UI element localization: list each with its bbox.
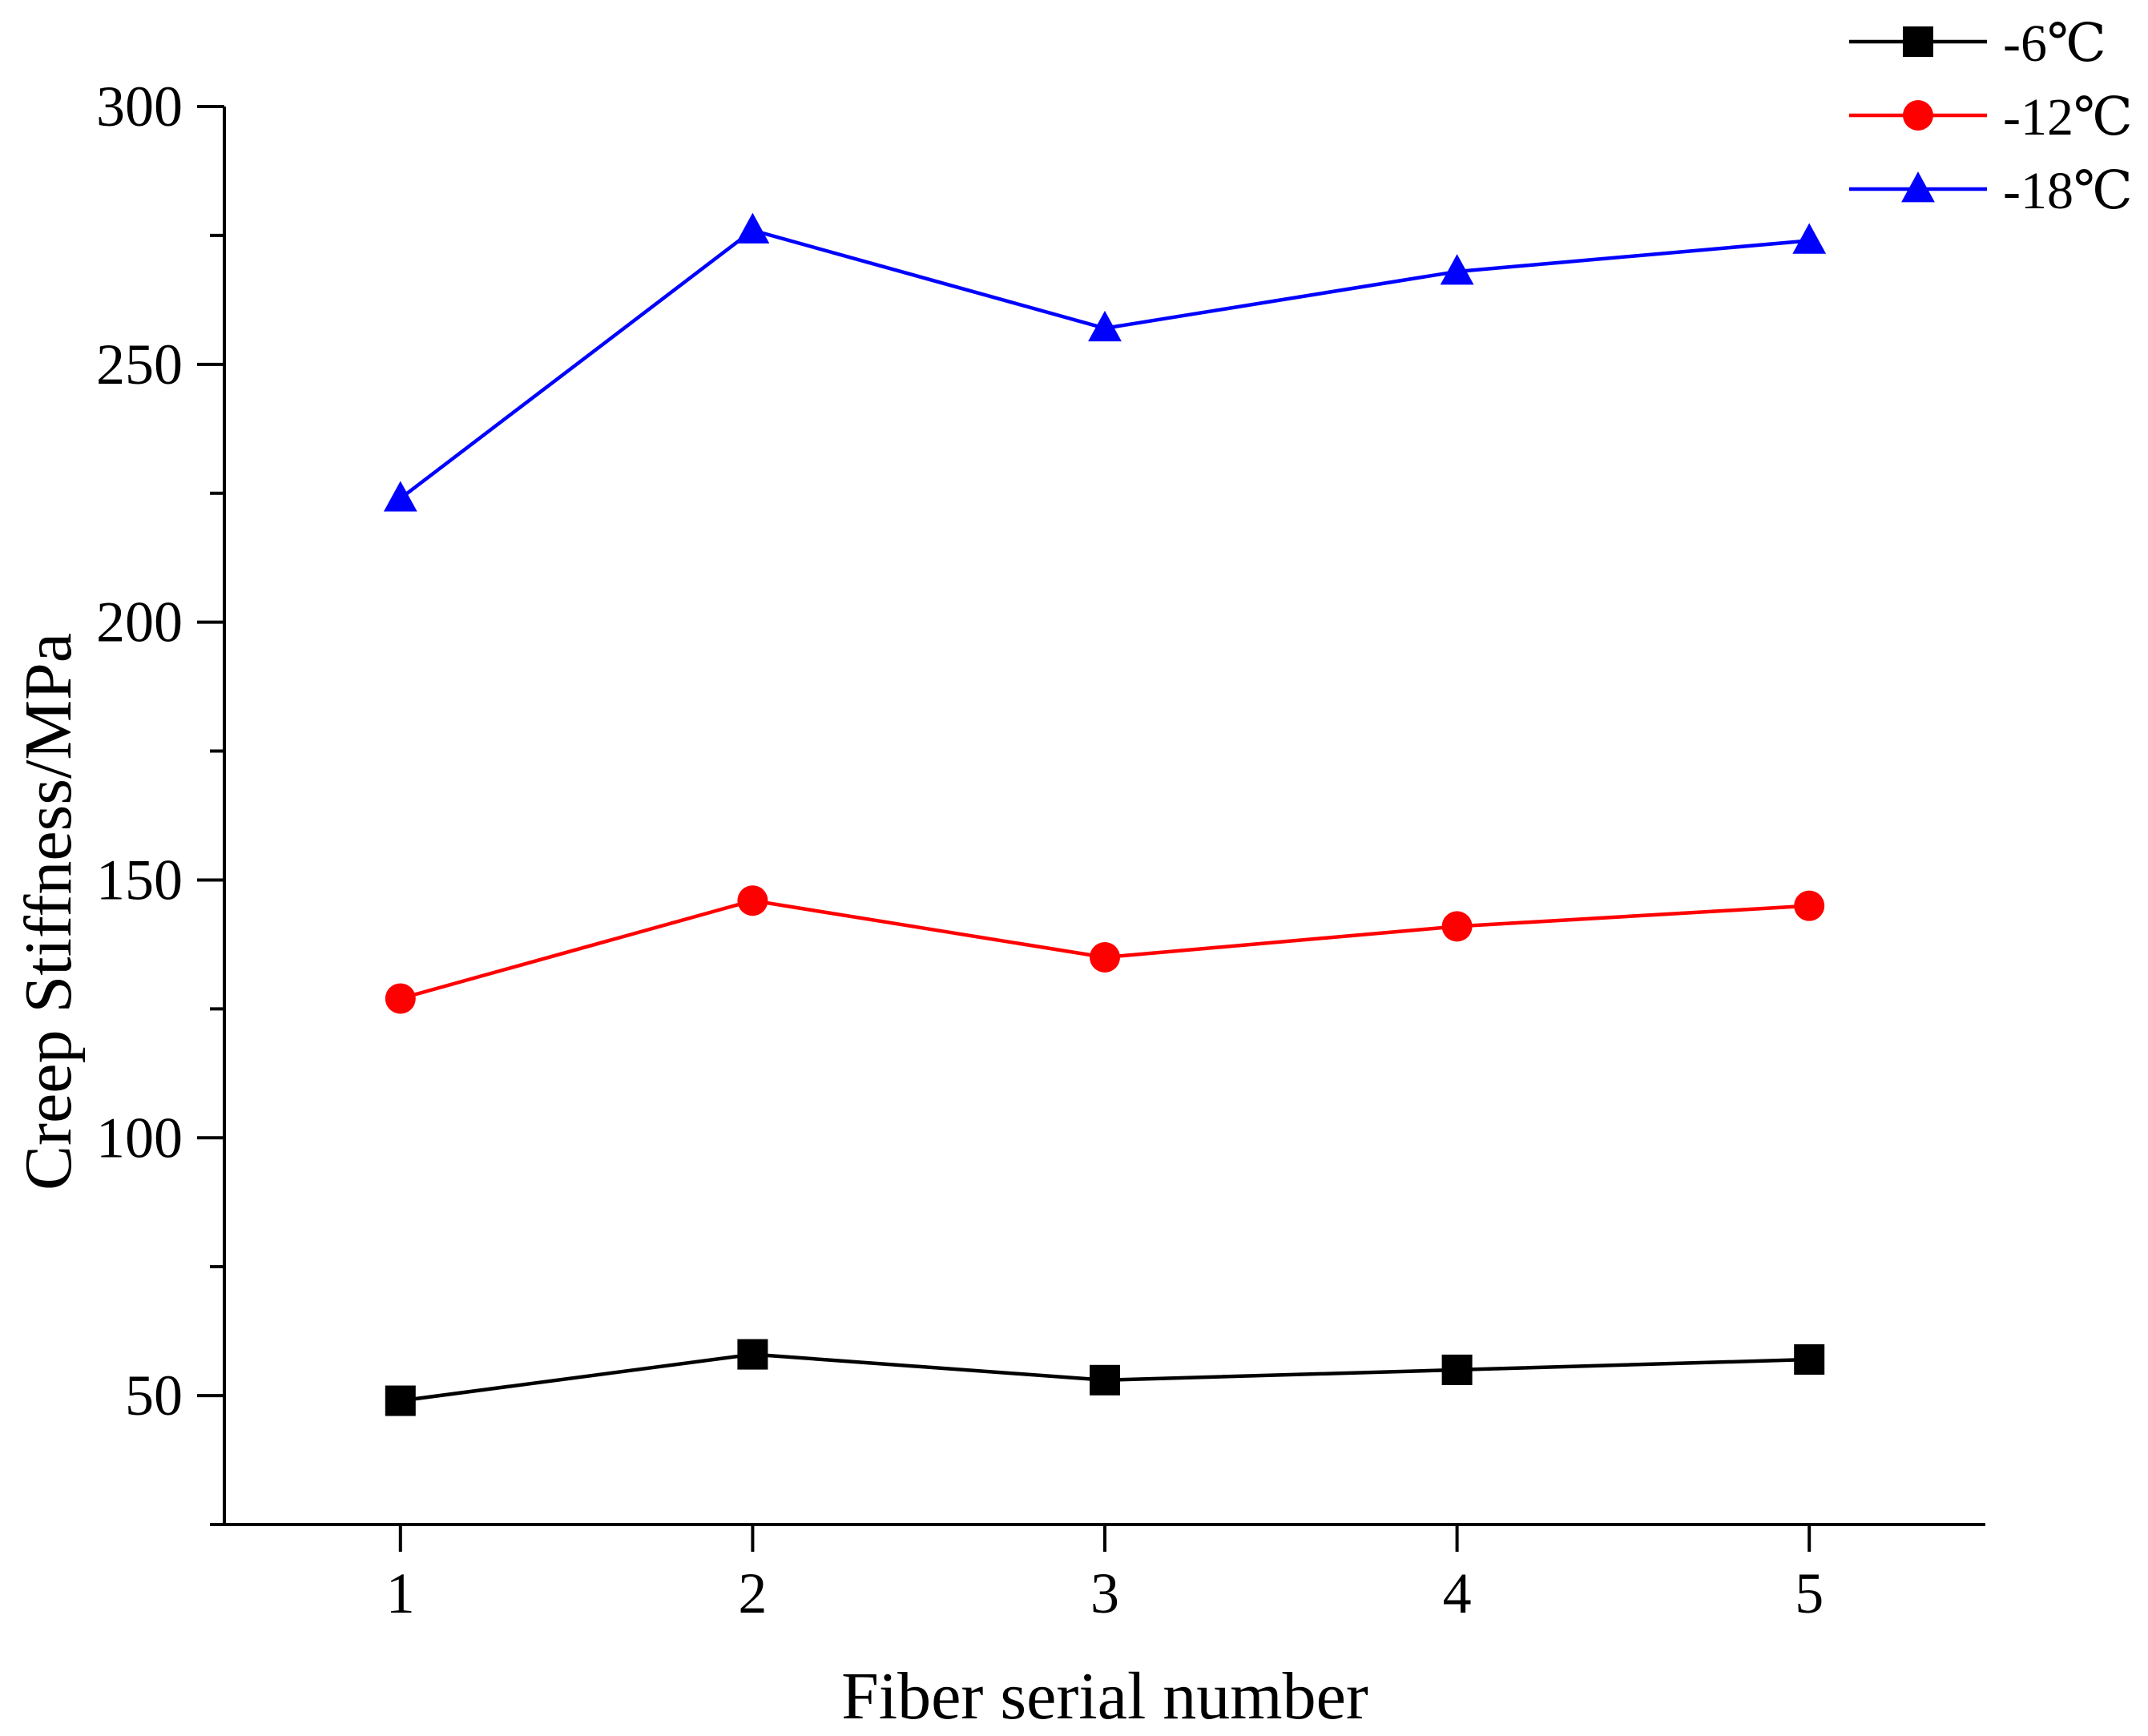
data-point-square (385, 1385, 416, 1416)
axes: 50 100 150 200 250 300 1 2 3 4 5 (96, 75, 1985, 1625)
plot-area (383, 212, 1827, 1416)
y-tick-label: 200 (96, 590, 183, 655)
data-point-circle (1794, 890, 1825, 921)
y-axis-title: Creep Stiffness/MPa (11, 633, 86, 1190)
data-point-square (1794, 1344, 1825, 1376)
y-tick-label: 250 (96, 332, 183, 397)
legend-marker (1903, 100, 1933, 131)
x-tick-label: 1 (386, 1561, 415, 1625)
series-line (399, 228, 1810, 500)
legend-label: -6℃ (2003, 14, 2106, 73)
data-point-square (737, 1339, 768, 1370)
legend-marker (1901, 171, 1935, 203)
data-point-circle (737, 885, 768, 916)
y-tick-label: 50 (125, 1363, 183, 1428)
series-3 (383, 212, 1827, 512)
y-tick-label: 100 (96, 1106, 183, 1170)
x-tick-label: 2 (738, 1561, 767, 1625)
data-point-circle (385, 983, 416, 1014)
y-axis-ticks: 50 100 150 200 250 300 (96, 75, 224, 1526)
x-tick-label: 5 (1795, 1561, 1824, 1625)
data-point-triangle (735, 212, 770, 244)
data-point-triangle (1440, 254, 1474, 285)
data-point-triangle (1792, 223, 1827, 254)
y-tick-label: 300 (96, 75, 183, 139)
legend-marker (1903, 26, 1933, 57)
x-tick-label: 3 (1090, 1561, 1119, 1625)
y-tick-label: 150 (96, 848, 183, 912)
data-point-square (1441, 1354, 1473, 1385)
x-tick-label: 4 (1443, 1561, 1472, 1625)
series-layer (383, 212, 1827, 1416)
legend-label: -12℃ (2003, 88, 2133, 147)
data-point-triangle (383, 481, 417, 512)
series-1 (385, 1339, 1825, 1416)
data-point-triangle (1088, 310, 1122, 342)
data-point-circle (1441, 911, 1473, 942)
series-2 (385, 885, 1825, 1014)
legend-item: -18℃ (1849, 162, 2133, 220)
legend-label: -18℃ (2003, 162, 2133, 220)
data-point-square (1090, 1364, 1120, 1396)
legend-item: -6℃ (1849, 14, 2106, 73)
x-axis-title: Fiber serial number (841, 1659, 1368, 1734)
x-axis-ticks: 1 2 3 4 5 (386, 1525, 1824, 1625)
legend-item: -12℃ (1849, 88, 2133, 147)
data-point-circle (1090, 942, 1120, 973)
legend: -6℃ -12℃ -18℃ (1849, 14, 2133, 220)
